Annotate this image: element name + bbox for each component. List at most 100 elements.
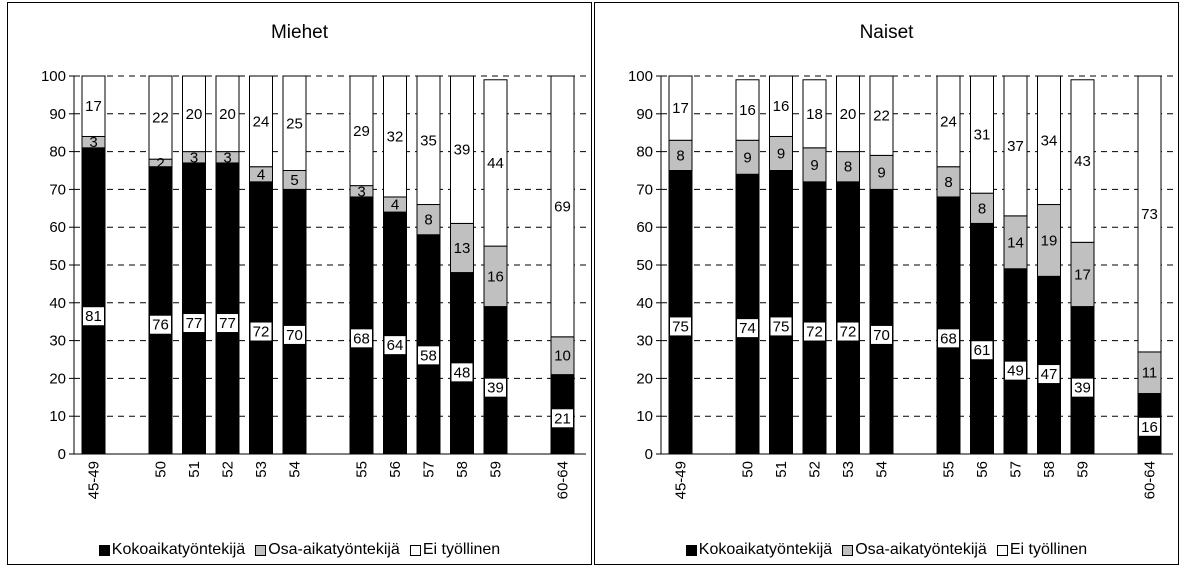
data-label: 69	[554, 198, 571, 215]
chart-svg: 8131745-49762225077320517732052724245370…	[41, 68, 586, 499]
legend-swatch	[996, 544, 1008, 556]
data-label: 16	[1141, 419, 1158, 436]
y-tick-label: 50	[49, 257, 66, 274]
bar-segment	[349, 196, 374, 455]
chart-panel-miehet: 81 3 17 45-49 76 2 22 50 77 3 20 51 77 3 20 52 72 4 24 53 70…	[7, 2, 592, 565]
bar-segment	[349, 75, 374, 187]
legend-label: Osa-aikatyöntekijä	[268, 541, 400, 558]
bar-segment	[483, 79, 508, 247]
legend-swatch	[685, 544, 697, 556]
data-label: 35	[420, 132, 437, 149]
data-label: 9	[877, 164, 885, 181]
y-tick-label: 60	[49, 219, 66, 236]
data-label-box	[451, 363, 473, 382]
legend-label: Kokoaikatyöntekijä	[111, 541, 246, 558]
data-label: 11	[1142, 365, 1158, 382]
data-label: 74	[739, 320, 756, 337]
data-label: 76	[152, 317, 169, 334]
y-tick-label: 10	[636, 408, 653, 425]
x-tick-label: 52	[220, 461, 237, 478]
x-tick-label: 54	[287, 461, 304, 478]
data-label: 73	[1141, 206, 1158, 223]
data-label: 34	[1041, 132, 1058, 149]
bar-segment	[182, 162, 206, 455]
data-label-box	[384, 336, 406, 355]
bar-segment	[148, 166, 173, 455]
legend-swatch	[255, 544, 267, 556]
legend-item-not-employed: Ei työllinen	[409, 541, 501, 559]
x-tick-label: 55	[941, 461, 958, 478]
data-label: 70	[286, 327, 303, 344]
bar-segment	[769, 170, 793, 455]
x-tick-label: 50	[153, 461, 170, 478]
data-label: 29	[353, 123, 370, 140]
data-label: 64	[387, 337, 404, 354]
data-label: 17	[1074, 266, 1091, 283]
data-label-box	[837, 322, 859, 341]
data-label-box	[670, 317, 691, 336]
bar-segment	[735, 173, 760, 455]
data-label-box	[770, 317, 792, 336]
data-label: 31	[974, 127, 991, 144]
data-label: 39	[1074, 380, 1091, 397]
bar-segment	[416, 75, 441, 206]
data-label: 39	[454, 142, 471, 159]
data-label-box	[284, 325, 305, 344]
data-label: 13	[454, 240, 471, 257]
bar-segment	[215, 162, 240, 455]
data-label: 22	[873, 108, 890, 125]
x-tick-label: 53	[253, 461, 270, 478]
legend-swatch	[842, 544, 854, 556]
data-label: 77	[219, 315, 236, 332]
bar-segment	[869, 75, 894, 156]
x-tick-label: 54	[874, 461, 891, 478]
bar-segment	[802, 181, 827, 455]
data-label: 8	[676, 147, 684, 164]
x-tick-label: 56	[974, 461, 991, 478]
data-label: 17	[85, 98, 102, 115]
bar-segment	[1137, 75, 1162, 353]
legend-label: Osa-aikatyöntekijä	[855, 541, 987, 558]
data-label: 8	[844, 159, 852, 176]
x-tick-label: 45-49	[673, 461, 690, 499]
bar-segment	[249, 181, 273, 455]
data-label: 75	[672, 318, 689, 335]
legend-item-full-time: Kokoaikatyöntekijä	[98, 541, 246, 559]
x-tick-label: 56	[387, 461, 404, 478]
bar-segment	[1003, 75, 1028, 217]
data-label: 20	[219, 106, 236, 123]
bar-segment	[249, 75, 273, 168]
y-tick-label: 0	[645, 446, 653, 463]
data-label: 9	[810, 157, 818, 174]
data-label: 44	[487, 155, 504, 172]
data-label-box	[871, 325, 892, 344]
y-tick-label: 100	[41, 68, 66, 85]
bar-segment	[383, 211, 407, 455]
data-label-box	[351, 329, 372, 348]
x-tick-label: 60-64	[555, 461, 572, 499]
data-label: 49	[1007, 363, 1024, 380]
bar-segment	[450, 272, 474, 455]
data-label: 8	[944, 174, 952, 191]
data-label: 72	[253, 324, 270, 341]
data-label: 77	[186, 315, 203, 332]
data-label: 8	[978, 200, 986, 217]
y-tick-label: 20	[636, 370, 653, 387]
data-label: 9	[777, 145, 785, 162]
bar-segment	[182, 75, 206, 153]
data-label: 32	[387, 128, 404, 145]
legend-label: Ei työllinen	[422, 541, 501, 558]
data-label: 81	[85, 308, 102, 325]
data-label-box	[1072, 378, 1093, 397]
data-label: 18	[806, 106, 823, 123]
y-tick-label: 30	[636, 333, 653, 350]
x-tick-label: 52	[807, 461, 824, 478]
bar-segment	[1003, 268, 1028, 455]
y-tick-label: 100	[628, 68, 653, 85]
data-label: 75	[773, 318, 790, 335]
y-tick-label: 90	[49, 106, 66, 123]
bar-segment	[81, 75, 106, 137]
data-label-box	[552, 409, 573, 428]
y-tick-label: 70	[49, 181, 66, 198]
data-label-box	[250, 322, 272, 341]
